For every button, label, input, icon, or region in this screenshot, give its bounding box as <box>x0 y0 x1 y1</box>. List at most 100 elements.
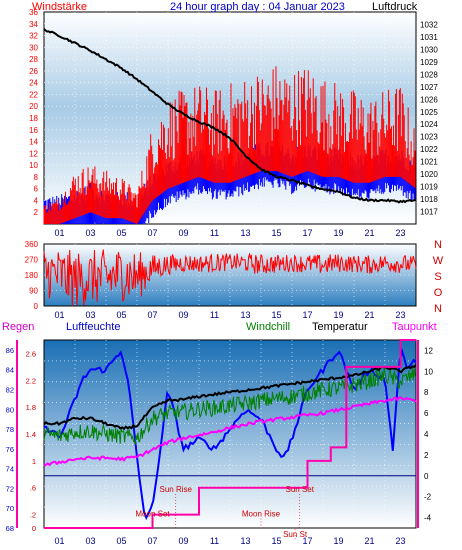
temperature-tick-label: 6 <box>424 409 429 418</box>
temperature-tick-label: 12 <box>424 346 433 355</box>
temperature-tick-label: 10 <box>424 367 433 376</box>
astro-annotations: Sun Rise Sun Set Moon Set Moon Rise Sun St <box>135 485 315 540</box>
wind-tick-label: 30 <box>29 43 38 52</box>
temperature-grid <box>44 340 416 528</box>
x-tick-label: 23 <box>395 536 405 546</box>
x-tick-label: 11 <box>210 228 219 238</box>
rain-axis-labels: 0 .2 .6 1 1.4 1.8 2.2 2.6 <box>26 349 36 533</box>
humidity-tick-label: 68 <box>6 524 14 533</box>
pressure-axis-labels: 1017 1018 1019 1020 1021 1022 1023 1024 1025 1026… <box>420 20 438 216</box>
compass-label: N <box>434 239 442 251</box>
temperature-series <box>16 339 419 529</box>
pressure-tick-label: 1023 <box>420 133 438 142</box>
compass-label: S <box>434 271 441 283</box>
temperature-label: Temperatur <box>312 321 368 333</box>
x-tick-label: 15 <box>271 228 281 238</box>
temperature-tick-label: 0 <box>424 472 429 481</box>
x-tick-label: 13 <box>240 228 250 238</box>
humidity-axis-labels: 68 70 72 74 76 78 80 82 84 86 <box>6 346 14 533</box>
windchill-label: Windchill <box>246 321 290 333</box>
humidity-tick-label: 70 <box>6 504 14 513</box>
x-tick-label: 19 <box>333 228 343 238</box>
rain-line <box>44 339 416 529</box>
wind-tick-label: 24 <box>29 79 38 88</box>
wind-label: Windstärke <box>32 1 87 13</box>
wind-tick-label: 20 <box>29 102 38 111</box>
x-tick-label: 23 <box>395 228 405 238</box>
rain-tick-label: 0 <box>32 524 36 533</box>
temperature-axis-labels: -4 -2 0 2 4 6 8 10 12 <box>424 346 433 522</box>
x-tick-label: 09 <box>178 310 188 320</box>
x-tick-label: 21 <box>364 228 374 238</box>
dewpoint-line <box>43 396 417 467</box>
pressure-tick-label: 1027 <box>420 83 438 92</box>
temperature-humidity-panel: 0.2.611.41.82.22.6 68707274767880828486 … <box>2 321 437 546</box>
pressure-tick-label: 1029 <box>420 58 438 67</box>
wind-direction-series <box>43 249 417 307</box>
x-tick-label: 05 <box>116 228 126 238</box>
x-tick-label: 19 <box>333 536 343 546</box>
direction-axis-labels: 0 90 180 270 360 <box>25 240 39 311</box>
x-tick-label: 09 <box>178 536 188 546</box>
wind-tick-label: 2 <box>34 208 39 217</box>
wind-tick-label: 32 <box>29 32 38 41</box>
x-tick-label: 05 <box>116 310 126 320</box>
pressure-tick-label: 1018 <box>420 195 438 204</box>
rain-tick-label: 2.2 <box>26 376 36 385</box>
wind-direction-x-ticks: 01 03 05 07 09 11 13 15 17 19 21 23 <box>54 310 405 320</box>
humidity-tick-label: 82 <box>6 385 14 394</box>
x-tick-label: 17 <box>302 228 312 238</box>
wind-direction-line <box>43 249 417 307</box>
annotation-label: Moon Set <box>135 509 170 518</box>
pressure-tick-label: 1017 <box>420 208 438 217</box>
wind-tick-label: 34 <box>29 20 38 29</box>
wind-pressure-x-ticks: 01 03 05 07 09 11 13 15 17 19 21 23 <box>54 228 405 238</box>
x-tick-label: 09 <box>178 228 188 238</box>
compass-label: N <box>434 303 442 315</box>
graph-title: 24 hour graph day : 04 Januar 2023 <box>170 1 345 13</box>
rain-tick-label: 1 <box>32 457 36 466</box>
pressure-tick-label: 1030 <box>420 45 438 54</box>
pressure-tick-label: 1024 <box>420 120 438 129</box>
temperature-tick-label: 4 <box>424 430 429 439</box>
direction-tick-label: 360 <box>25 240 39 249</box>
pressure-tick-label: 1021 <box>420 158 438 167</box>
x-tick-label: 11 <box>210 536 219 546</box>
pressure-label: Luftdruck <box>372 1 418 13</box>
dewpoint-label: Taupunkt <box>392 321 437 333</box>
wind-tick-label: 18 <box>29 114 38 123</box>
wind-tick-label: 4 <box>34 196 39 205</box>
pressure-tick-label: 1025 <box>420 108 438 117</box>
x-tick-label: 03 <box>85 536 95 546</box>
humidity-tick-label: 76 <box>6 445 14 454</box>
wind-tick-label: 36 <box>29 8 38 17</box>
humidity-tick-label: 84 <box>6 366 14 375</box>
temperature-tick-label: 2 <box>424 451 429 460</box>
direction-tick-label: 180 <box>25 271 39 280</box>
wind-tick-label: 8 <box>34 173 39 182</box>
compass-label: O <box>434 287 443 299</box>
x-tick-label: 21 <box>364 536 374 546</box>
temperature-tick-label: 8 <box>424 388 429 397</box>
wind-tick-label: 10 <box>29 161 38 170</box>
windchill-line <box>43 367 417 445</box>
humidity-tick-label: 86 <box>6 346 14 355</box>
rain-tick-label: .6 <box>30 484 36 493</box>
x-tick-label: 11 <box>210 310 219 320</box>
wind-tick-label: 12 <box>29 149 38 158</box>
x-tick-label: 23 <box>395 310 405 320</box>
wind-pressure-series <box>43 28 417 224</box>
annotation-label: Moon Rise <box>242 509 281 518</box>
wind-tick-label: 26 <box>29 67 38 76</box>
wind-tick-label: 28 <box>29 55 38 64</box>
x-tick-label: 05 <box>116 536 126 546</box>
humidity-label: Luftfeuchte <box>66 321 120 333</box>
pressure-tick-label: 1026 <box>420 95 438 104</box>
x-tick-label: 07 <box>147 310 157 320</box>
x-tick-label: 07 <box>147 536 157 546</box>
compass-label: W <box>433 255 444 267</box>
